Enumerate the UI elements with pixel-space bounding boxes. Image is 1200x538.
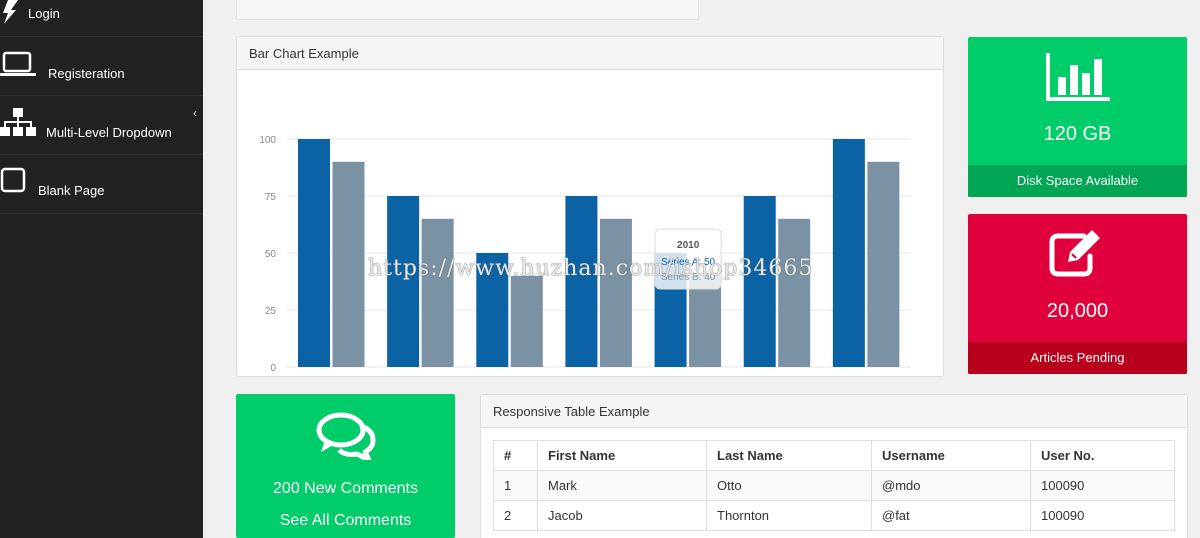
- sidebar-item-blank-page[interactable]: Blank Page: [0, 155, 203, 214]
- bar-series-a-2009: [565, 196, 598, 367]
- bar-chart-icon: [1044, 51, 1112, 108]
- panel-title: Responsive Table Example: [481, 395, 1187, 428]
- sidebar-item-label: Registeration: [48, 66, 125, 81]
- comments-box[interactable]: 200 New Comments See All Comments: [236, 394, 455, 538]
- col-header-user-no: User No.: [1030, 440, 1175, 471]
- bar-series-a-2006: [298, 139, 330, 367]
- chevron-left-icon[interactable]: ‹: [193, 106, 197, 120]
- bar-series-b-2007: [421, 218, 454, 367]
- bar-series-b-2010: [689, 275, 722, 367]
- bar-series-b-2006: [332, 161, 365, 367]
- disk-space-box[interactable]: 120 GB Disk Space Available: [968, 37, 1187, 197]
- bar-series-b-2012: [867, 161, 900, 367]
- sidebar-item-label: Multi-Level Dropdown: [46, 125, 172, 140]
- tooltip-series-a: Series A: 50: [661, 257, 715, 268]
- bar-series-b-2009: [599, 218, 632, 367]
- bolt-icon: [0, 0, 20, 24]
- bar-chart-panel: Bar Chart Example 0255075100200620072008…: [236, 36, 944, 377]
- cell-number: 1: [493, 470, 538, 501]
- sidebar-item-registeration[interactable]: Registeration: [0, 37, 203, 96]
- comments-icon: [315, 412, 377, 465]
- col-header-number: #: [493, 440, 538, 471]
- responsive-table-panel: Responsive Table Example # First Name La…: [480, 394, 1188, 538]
- panel-title: Bar Chart Example: [237, 37, 943, 70]
- tooltip-box: [654, 228, 722, 290]
- edit-icon: [1048, 228, 1108, 283]
- articles-pending-value: 20,000: [1046, 300, 1109, 322]
- col-header-first-name: First Name: [537, 440, 707, 471]
- bar-chart: 0255075100200620072008200920102011201220…: [259, 135, 911, 374]
- sidebar-item-login[interactable]: Login: [0, 0, 203, 37]
- cell-number: 2: [493, 500, 538, 531]
- bar-series-a-2011: [743, 196, 776, 367]
- sidebar-item-multi-level-dropdown[interactable]: Multi-Level Dropdown ‹: [0, 96, 203, 155]
- table-row: 2 Jacob Thornton @fat 100090: [493, 500, 1175, 531]
- sidebar-item-label: Blank Page: [38, 183, 105, 198]
- bar-series-a-2008: [476, 253, 509, 367]
- y-tick-label: 100: [259, 135, 276, 146]
- table-header-row: # First Name Last Name Username User No.: [493, 440, 1175, 471]
- articles-pending-box[interactable]: 20,000 Articles Pending: [968, 214, 1187, 374]
- tooltip-title: 2010: [677, 240, 700, 251]
- cell-first-name: Mark: [537, 470, 707, 501]
- bar-series-a-2007: [387, 196, 420, 367]
- y-tick-label: 50: [265, 249, 277, 260]
- laptop-icon: [0, 51, 40, 79]
- cell-user-no: 100090: [1030, 470, 1175, 501]
- bar-series-a-2012: [832, 139, 865, 367]
- sitemap-icon: [0, 108, 36, 140]
- top-panel-fragment: [236, 0, 699, 20]
- bar-series-b-2011: [778, 218, 811, 367]
- y-tick-label: 75: [265, 192, 277, 203]
- bar-series-b-2008: [510, 275, 543, 367]
- y-tick-label: 0: [270, 363, 276, 374]
- sidebar: Login Registeration Multi-Level Dropdown…: [0, 0, 203, 538]
- cell-username: @fat: [871, 500, 1031, 531]
- y-tick-label: 25: [265, 306, 277, 317]
- cell-username: @mdo: [871, 470, 1031, 501]
- new-comments-value: 200 New Comments: [273, 480, 418, 497]
- disk-space-value: 120 GB: [1043, 123, 1112, 145]
- see-all-comments-link[interactable]: See All Comments: [279, 512, 412, 529]
- cell-last-name: Thornton: [706, 500, 872, 531]
- cell-last-name: Otto: [706, 470, 872, 501]
- cell-user-no: 100090: [1030, 500, 1175, 531]
- sidebar-item-label: Login: [28, 6, 60, 21]
- articles-pending-footer[interactable]: Articles Pending: [968, 342, 1187, 374]
- disk-space-footer[interactable]: Disk Space Available: [968, 165, 1187, 197]
- square-icon: [0, 167, 28, 195]
- tooltip-series-b: Series B: 40: [661, 272, 716, 283]
- cell-first-name: Jacob: [537, 500, 707, 531]
- col-header-username: Username: [871, 440, 1031, 471]
- col-header-last-name: Last Name: [706, 440, 872, 471]
- data-table: # First Name Last Name Username User No.…: [493, 440, 1175, 531]
- table-row: 1 Mark Otto @mdo 100090: [493, 470, 1175, 501]
